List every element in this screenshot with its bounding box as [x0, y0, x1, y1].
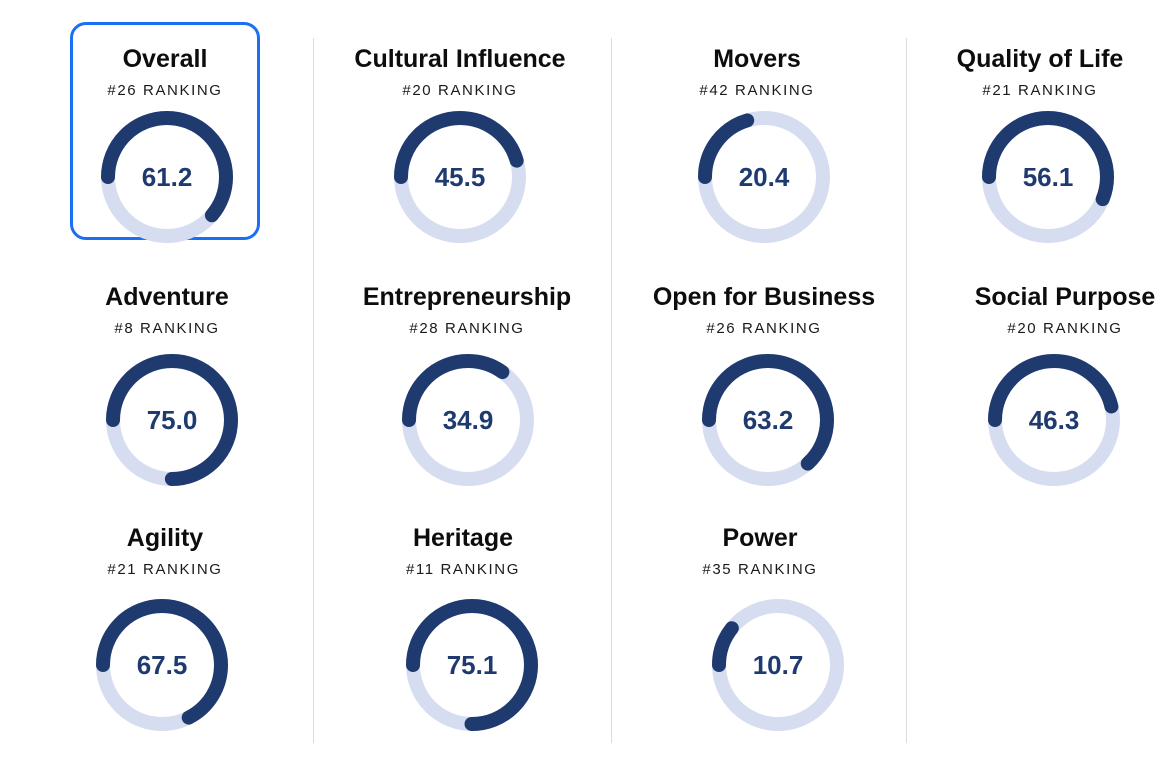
card-ranking: #21 RANKING — [982, 82, 1098, 99]
score-value: 67.5 — [137, 650, 188, 680]
card-ranking: #8 RANKING — [114, 320, 220, 337]
score-value: 63.2 — [743, 405, 794, 435]
gauge-arc — [702, 354, 834, 486]
gauge-arc — [988, 354, 1120, 486]
card-title: Agility — [126, 524, 204, 552]
score-card[interactable]: Agility #21 RANKING 67.5 — [70, 523, 260, 743]
score-value: 56.1 — [1023, 162, 1074, 192]
gauge-arc — [402, 354, 534, 486]
score-card[interactable]: Cultural Influence #20 RANKING 45.5 — [354, 44, 566, 264]
card-title: Overall — [122, 45, 208, 73]
score-gauge: 56.1 — [982, 111, 1114, 243]
gauge-arc — [101, 111, 233, 243]
card-title: Social Purpose — [974, 283, 1156, 311]
score-card[interactable]: Entrepreneurship #28 RANKING 34.9 — [363, 282, 571, 502]
score-card[interactable]: Open for Business #26 RANKING 63.2 — [653, 282, 875, 502]
score-gauge: 34.9 — [402, 354, 534, 486]
gauge-arc — [96, 599, 228, 731]
score-gauge: 10.7 — [712, 599, 844, 731]
score-gauge: 20.4 — [698, 111, 830, 243]
score-card[interactable]: Social Purpose #20 RANKING 46.3 — [970, 282, 1160, 502]
card-ranking: #42 RANKING — [699, 82, 815, 99]
column-divider-3 — [906, 38, 907, 743]
card-title: Open for Business — [652, 283, 876, 311]
card-title: Entrepreneurship — [362, 283, 572, 311]
card-ranking: #35 RANKING — [702, 561, 818, 578]
gauge-arc — [394, 111, 526, 243]
card-title: Movers — [713, 45, 801, 73]
score-card[interactable]: Power #35 RANKING 10.7 — [665, 523, 855, 743]
score-card[interactable]: Quality of Life #21 RANKING 56.1 — [945, 44, 1135, 264]
score-value: 34.9 — [443, 405, 494, 435]
card-ranking: #26 RANKING — [706, 320, 822, 337]
score-value: 20.4 — [739, 162, 790, 192]
score-gauge: 75.0 — [106, 354, 238, 486]
column-divider-2 — [611, 38, 612, 743]
card-title: Adventure — [105, 283, 229, 311]
score-gauge: 46.3 — [988, 354, 1120, 486]
card-title: Quality of Life — [956, 45, 1124, 73]
card-title: Power — [722, 524, 798, 552]
column-divider-1 — [313, 38, 314, 743]
score-gauge: 63.2 — [702, 354, 834, 486]
score-gauge: 61.2 — [101, 111, 233, 243]
card-title: Heritage — [412, 524, 514, 552]
gauge-arc — [712, 599, 844, 731]
score-card[interactable]: Movers #42 RANKING 20.4 — [662, 44, 852, 264]
score-value: 75.0 — [147, 405, 198, 435]
card-ranking: #28 RANKING — [409, 320, 525, 337]
score-value: 75.1 — [447, 650, 498, 680]
score-card[interactable]: Overall #26 RANKING 61.2 — [70, 22, 260, 264]
card-ranking: #20 RANKING — [402, 82, 518, 99]
gauge-arc — [106, 354, 238, 486]
card-ranking: #20 RANKING — [1007, 320, 1123, 337]
score-value: 45.5 — [435, 162, 486, 192]
score-value: 61.2 — [142, 162, 193, 192]
score-card[interactable]: Heritage #11 RANKING 75.1 — [368, 523, 558, 743]
card-ranking: #21 RANKING — [107, 561, 223, 578]
gauge-arc — [698, 111, 830, 243]
score-gauge: 45.5 — [394, 111, 526, 243]
score-value: 10.7 — [753, 650, 804, 680]
gauge-arc — [406, 599, 538, 731]
card-ranking: #11 RANKING — [405, 561, 521, 578]
score-value: 46.3 — [1029, 405, 1080, 435]
score-card[interactable]: Adventure #8 RANKING 75.0 — [72, 282, 262, 502]
gauge-arc — [982, 111, 1114, 243]
card-ranking: #26 RANKING — [107, 82, 223, 99]
score-gauge: 75.1 — [406, 599, 538, 731]
card-title: Cultural Influence — [354, 45, 566, 73]
score-gauge: 67.5 — [96, 599, 228, 731]
